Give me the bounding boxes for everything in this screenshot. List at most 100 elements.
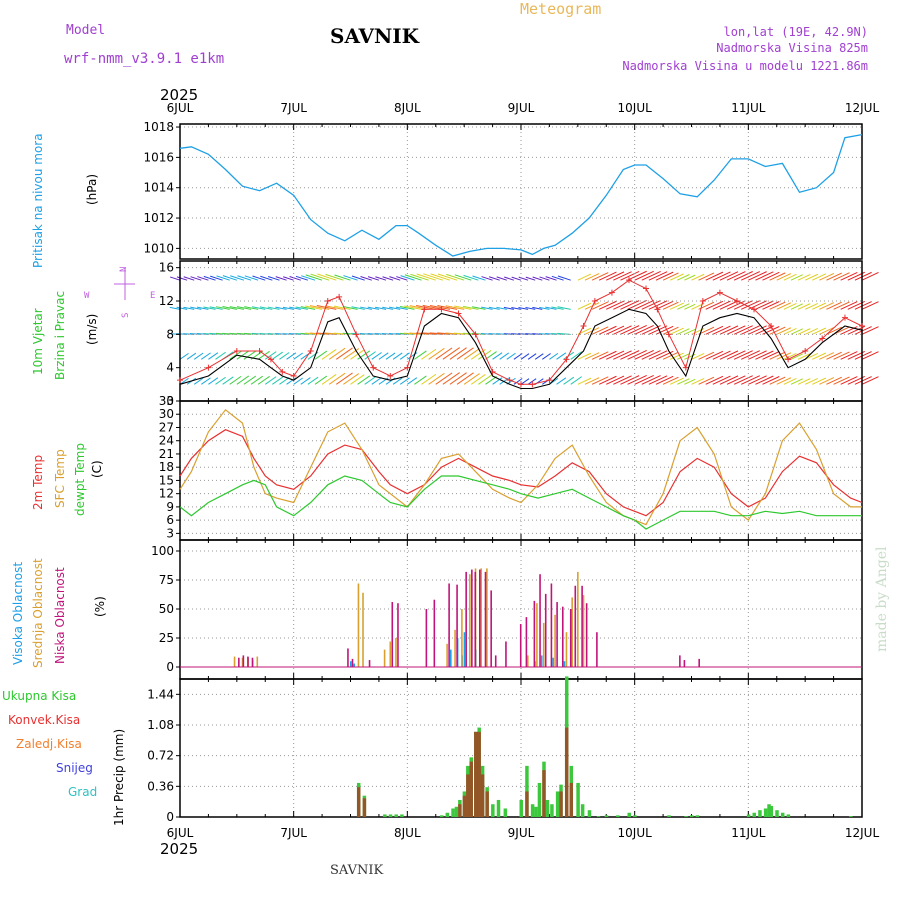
precip-legend-total: Ukupna Kisa bbox=[2, 689, 76, 703]
wind-arrow bbox=[351, 275, 365, 281]
wind-arrow bbox=[833, 376, 850, 385]
wind-arrow bbox=[414, 350, 427, 360]
precip-total-bar bbox=[780, 812, 785, 817]
wind-arrow bbox=[733, 300, 753, 310]
wind-arrow bbox=[399, 377, 410, 385]
wind-gust-marker bbox=[625, 277, 632, 284]
wind-arrow bbox=[577, 377, 592, 385]
wind-arrow bbox=[769, 272, 786, 281]
wind-arrow bbox=[655, 375, 674, 385]
wind-arrow bbox=[272, 376, 284, 385]
wind-arrow bbox=[854, 301, 872, 310]
wind-arrow bbox=[351, 306, 365, 310]
wind-arrow bbox=[840, 271, 858, 281]
model-elevation-label: Nadmorska Visina u modelu 1221.86m bbox=[622, 59, 868, 73]
wind-arrow bbox=[826, 376, 842, 385]
wind-arrow bbox=[435, 347, 453, 360]
wind-arrow bbox=[606, 271, 625, 281]
precip-conv-bar bbox=[469, 761, 473, 817]
precip-total-bar bbox=[545, 799, 550, 817]
precip-total-bar bbox=[537, 782, 542, 817]
wind-arrow bbox=[563, 376, 575, 385]
wind-arrow bbox=[293, 352, 303, 360]
wind-arrow bbox=[186, 352, 197, 360]
wind-arrow bbox=[833, 272, 850, 281]
wind-arrow bbox=[208, 352, 219, 360]
wind-arrow bbox=[437, 305, 458, 310]
wind-arrow bbox=[577, 302, 592, 310]
wind-arrow bbox=[762, 351, 780, 360]
wind-gust-marker bbox=[455, 310, 462, 317]
wind-arrow bbox=[518, 276, 529, 281]
wind-arrow bbox=[404, 305, 422, 310]
precip-total-bar bbox=[388, 814, 393, 817]
wind-arrow bbox=[259, 306, 273, 310]
wind-gust-marker bbox=[682, 364, 689, 371]
wind-arrow bbox=[648, 300, 668, 310]
cloud-ytick-label: 100 bbox=[151, 544, 174, 558]
year-top: 2025 bbox=[160, 86, 198, 104]
wind-arrow bbox=[719, 350, 739, 360]
wind-gust-marker bbox=[404, 364, 411, 371]
wind-arrow bbox=[812, 377, 827, 385]
precip-conv-bar bbox=[477, 731, 481, 817]
wind-arrow bbox=[613, 325, 632, 335]
wind-arrow bbox=[861, 326, 879, 335]
pressure-ylabel: Pritisak na nivou mora bbox=[31, 133, 45, 268]
wind-arrow bbox=[364, 351, 376, 360]
lonlat-label: lon,lat (19E, 42.9N) bbox=[724, 25, 869, 39]
wind-arrow bbox=[790, 378, 803, 385]
wind-arrow bbox=[445, 305, 465, 310]
wind-arrow bbox=[279, 352, 290, 360]
wind-arrow bbox=[741, 271, 760, 281]
top-date-label: 12JUL bbox=[845, 101, 880, 115]
wind-arrow bbox=[712, 300, 731, 310]
wind-arrow bbox=[252, 275, 266, 281]
wind-arrow bbox=[776, 273, 792, 281]
wind-arrow bbox=[463, 348, 480, 360]
wind-arrow bbox=[556, 352, 567, 360]
wind-arrow bbox=[819, 327, 835, 335]
precip-total-bar bbox=[667, 815, 671, 817]
wind-arrow bbox=[488, 276, 500, 281]
wind-arrow bbox=[307, 376, 319, 385]
wind-ytick-label: 8 bbox=[166, 327, 174, 341]
wind-arrow bbox=[598, 350, 617, 360]
wind-gust-marker bbox=[353, 331, 360, 338]
wind-arrow bbox=[183, 276, 195, 281]
wind-arrow bbox=[201, 377, 211, 385]
wind-arrow bbox=[783, 353, 797, 360]
wind-arrow bbox=[244, 275, 259, 281]
wind-arrow bbox=[472, 275, 486, 281]
wind-arrow bbox=[314, 350, 328, 360]
product-title: Meteogram bbox=[520, 0, 601, 18]
bottom-date-label: 9JUL bbox=[508, 826, 535, 840]
wind-arrow bbox=[705, 271, 724, 281]
wind-arrow bbox=[719, 271, 739, 281]
wind-arrow bbox=[267, 306, 280, 310]
wind-ytick-label: 12 bbox=[159, 294, 174, 308]
wind-arrow bbox=[726, 375, 746, 385]
wind-arrow bbox=[641, 270, 661, 281]
precip-conv-bar bbox=[485, 791, 489, 817]
wind-arrow bbox=[606, 300, 625, 310]
wind-arrow bbox=[250, 375, 263, 385]
wind-arrow bbox=[407, 377, 418, 385]
precip-panel: 0 0.36 0.72 1.08 1.44 bbox=[147, 676, 863, 824]
wind-arrow bbox=[435, 372, 453, 385]
wind-arrow bbox=[463, 274, 479, 281]
wind-arrow bbox=[755, 350, 774, 360]
precip-conv-bar bbox=[474, 731, 478, 817]
wind-arrow bbox=[545, 306, 557, 310]
precip-conv-bar bbox=[542, 770, 546, 817]
wind-arrow bbox=[655, 325, 674, 335]
station-title: SAVNIK bbox=[330, 24, 420, 48]
wind-arrow bbox=[357, 375, 371, 385]
wind-ylabel-2: Brzina i Pravac bbox=[53, 291, 67, 380]
wind-arrow bbox=[260, 275, 273, 281]
wind-arrow bbox=[193, 377, 204, 385]
wind-gust-marker bbox=[751, 306, 758, 313]
model-name: wrf-nmm_v3.9.1 e1km bbox=[64, 51, 224, 67]
temp-ytick-label: 21 bbox=[159, 447, 174, 461]
